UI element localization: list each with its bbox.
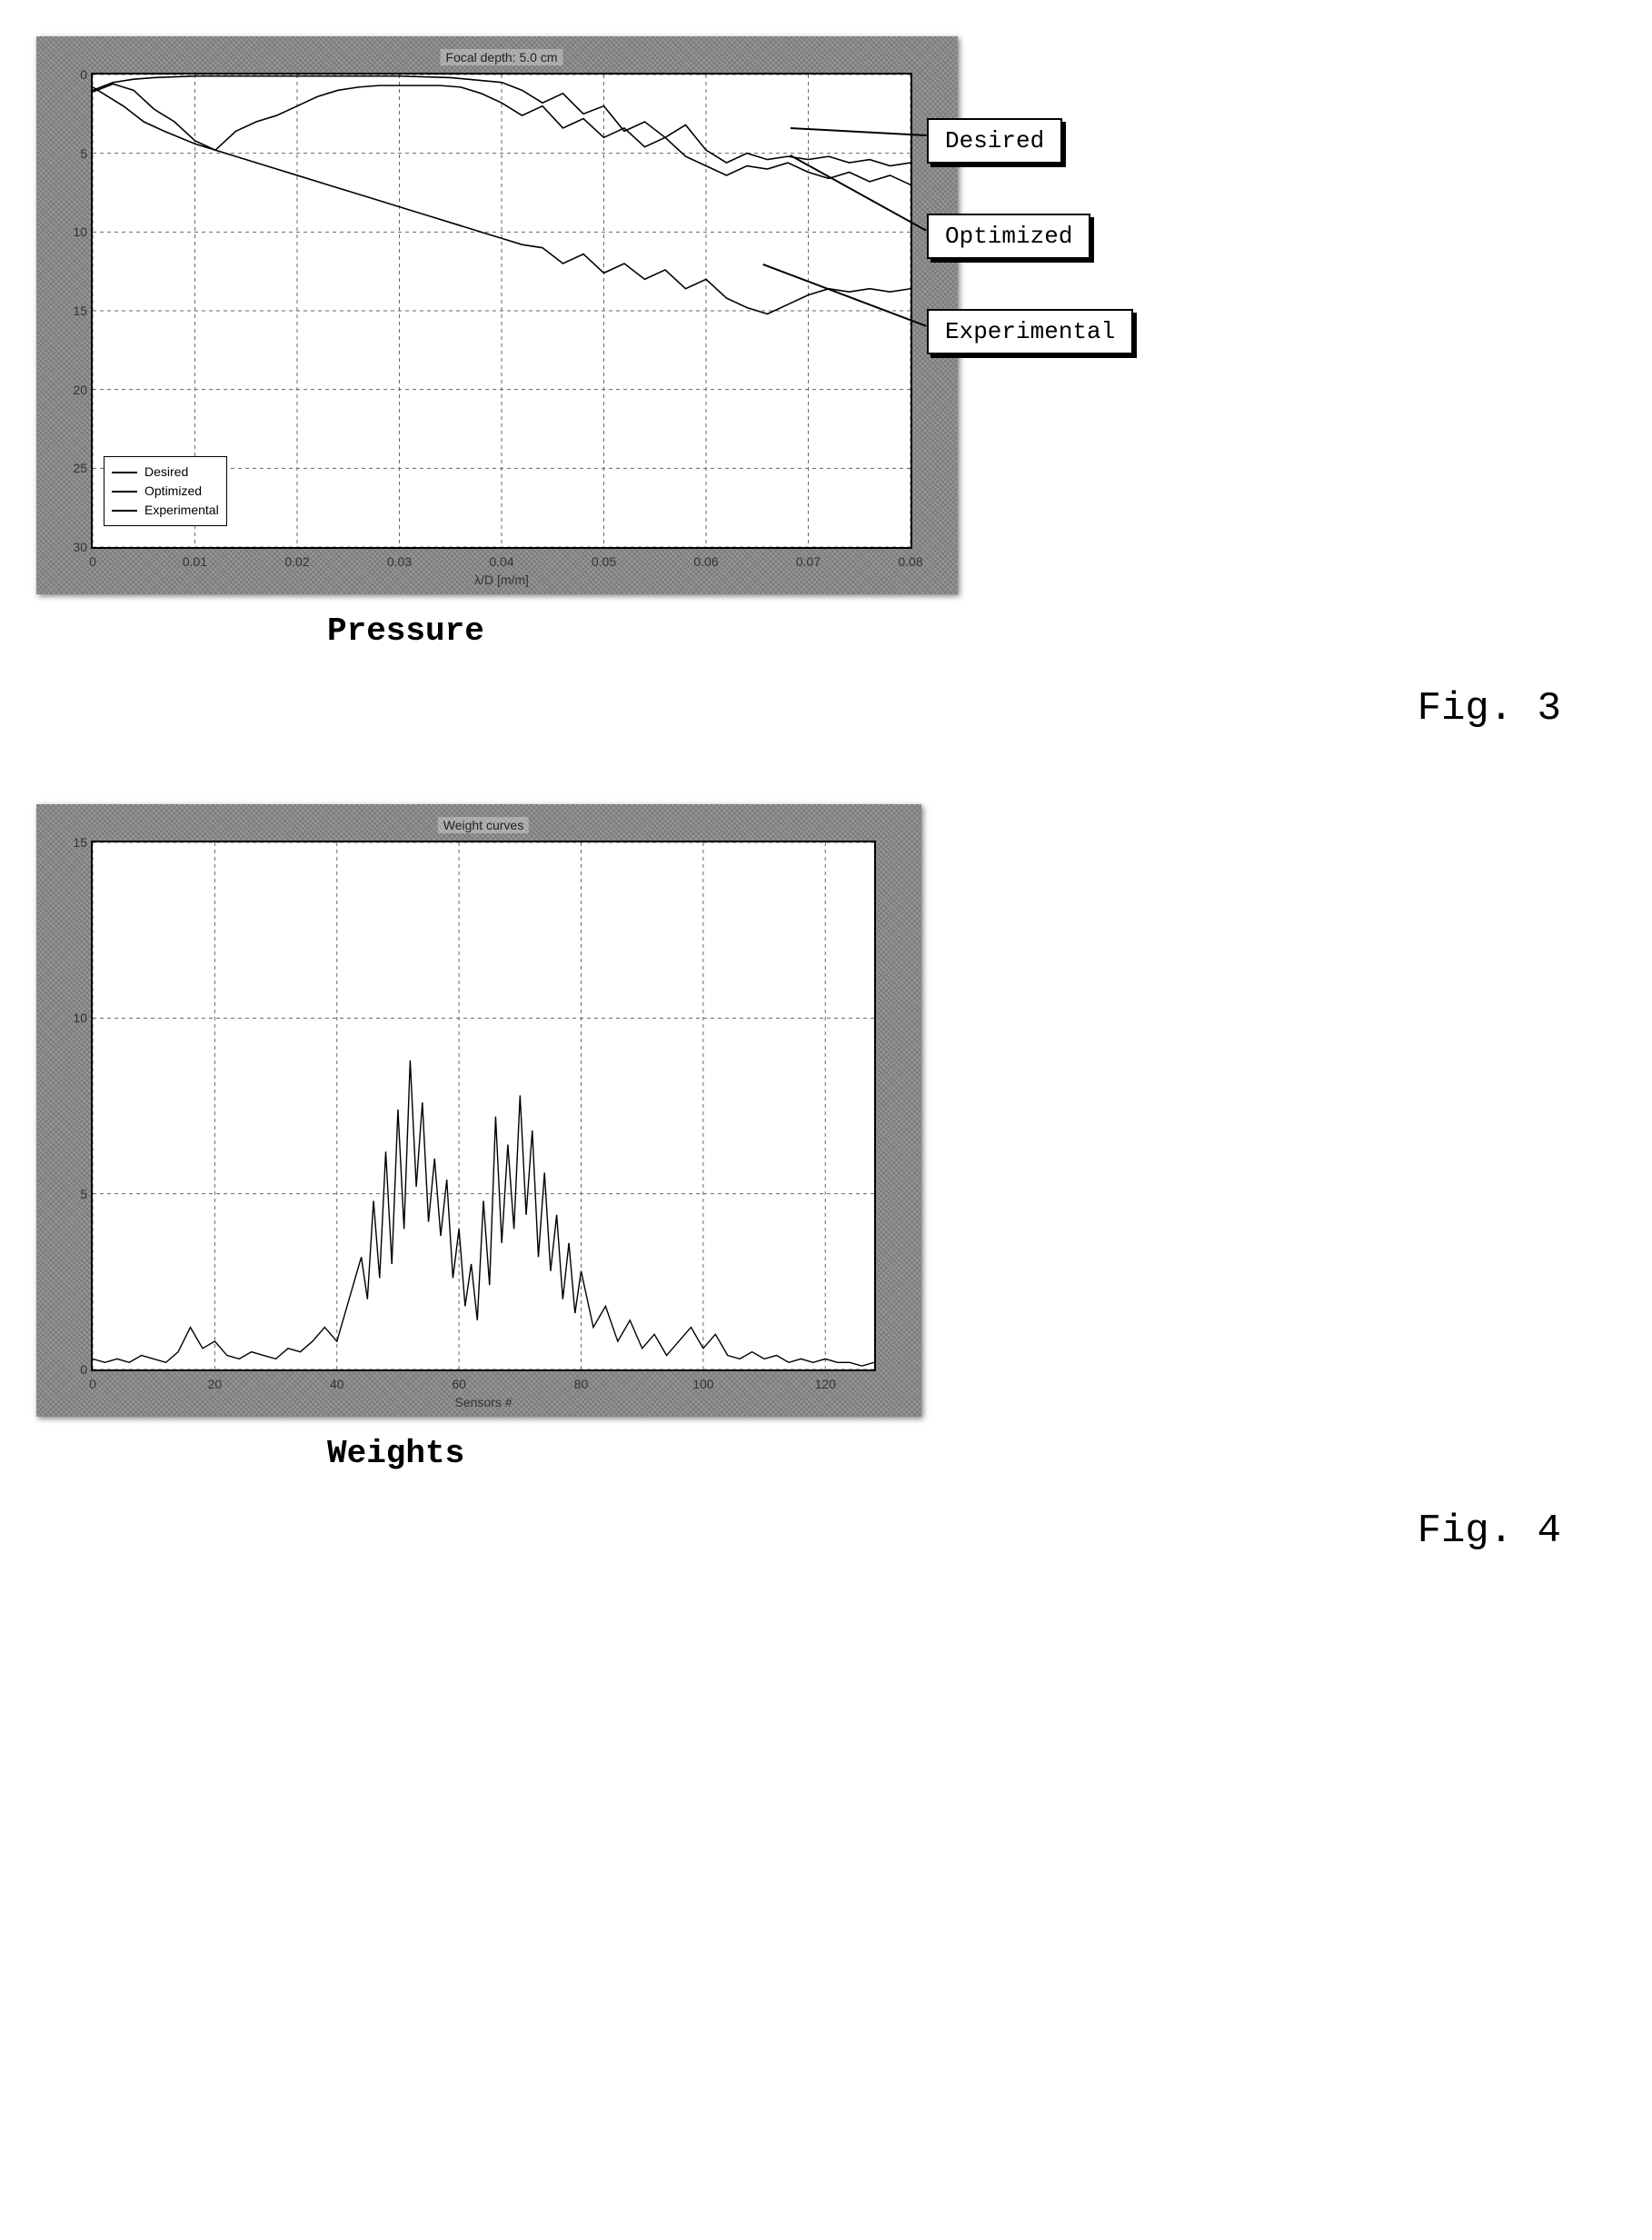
y-tick-label: 5	[62, 1187, 87, 1201]
x-tick-label: 100	[692, 1377, 713, 1391]
legend-label: Desired	[144, 463, 188, 482]
x-tick-label: 60	[452, 1377, 466, 1391]
y-tick-label: 15	[62, 304, 87, 318]
x-axis-label: Sensors #	[454, 1395, 512, 1409]
y-tick-label: 10	[62, 1010, 87, 1025]
callout-optimized-label: Optimized	[945, 223, 1072, 250]
pressure-caption: Pressure	[327, 612, 1616, 650]
x-tick-label: 0.04	[489, 554, 513, 569]
legend-label: Optimized	[144, 482, 202, 501]
figure-3-label: Fig. 3	[36, 686, 1561, 732]
callout-desired-label: Desired	[945, 127, 1044, 154]
figure-3-outer: Focal depth: 5.0 cm DesiredOptimizedExpe…	[36, 36, 958, 594]
x-tick-label: 0.06	[693, 554, 718, 569]
y-tick-label: 25	[62, 461, 87, 475]
y-tick-label: 20	[62, 383, 87, 397]
y-tick-label: 5	[62, 146, 87, 161]
pressure-plot-area: Focal depth: 5.0 cm DesiredOptimizedExpe…	[91, 73, 912, 549]
legend-swatch	[112, 472, 137, 473]
weights-chart-title: Weight curves	[438, 817, 529, 833]
legend-swatch	[112, 491, 137, 493]
y-tick-label: 30	[62, 540, 87, 554]
pressure-chart-title: Focal depth: 5.0 cm	[441, 49, 563, 65]
x-tick-label: 0.08	[898, 554, 922, 569]
x-axis-label: λ/D [m/m]	[474, 572, 529, 587]
figure-4-label: Fig. 4	[36, 1508, 1561, 1554]
weights-chart-frame: Weight curves 0 20 40 60 80 100 120 0 5 10 15 Senso…	[36, 804, 921, 1417]
legend-label: Experimental	[144, 501, 219, 520]
legend-row: Desired	[112, 463, 219, 482]
x-tick-label: 0.01	[183, 554, 207, 569]
y-tick-label: 0	[62, 1362, 87, 1377]
pressure-internal-legend: DesiredOptimizedExperimental	[104, 456, 227, 526]
callout-experimental-label: Experimental	[945, 318, 1115, 345]
x-tick-label: 0.03	[387, 554, 412, 569]
x-tick-label: 0.02	[284, 554, 309, 569]
x-tick-label: 20	[208, 1377, 223, 1391]
callout-optimized: Optimized	[927, 214, 1090, 259]
y-tick-label: 0	[62, 67, 87, 82]
callout-desired: Desired	[927, 118, 1062, 164]
figure-3-block: Focal depth: 5.0 cm DesiredOptimizedExpe…	[36, 36, 1616, 732]
x-tick-label: 0	[89, 1377, 96, 1391]
weights-caption: Weights	[327, 1435, 1616, 1472]
legend-row: Experimental	[112, 501, 219, 520]
legend-swatch	[112, 510, 137, 512]
weights-plot-area: Weight curves 020406080100120051015Senso…	[91, 841, 876, 1371]
x-tick-label: 120	[815, 1377, 836, 1391]
x-tick-label: 0.07	[796, 554, 821, 569]
x-tick-label: 40	[330, 1377, 344, 1391]
figure-4-block: Weight curves 0 20 40 60 80 100 120 0 5 10 15 Senso…	[36, 804, 1616, 1554]
x-tick-label: 80	[574, 1377, 589, 1391]
legend-row: Optimized	[112, 482, 219, 501]
x-tick-label: 0	[89, 554, 96, 569]
callout-experimental: Experimental	[927, 309, 1133, 354]
pressure-chart-frame: Focal depth: 5.0 cm DesiredOptimizedExpe…	[36, 36, 958, 594]
x-tick-label: 0.05	[592, 554, 616, 569]
weights-chart-svg	[93, 842, 874, 1369]
y-tick-label: 15	[62, 835, 87, 850]
y-tick-label: 10	[62, 224, 87, 239]
